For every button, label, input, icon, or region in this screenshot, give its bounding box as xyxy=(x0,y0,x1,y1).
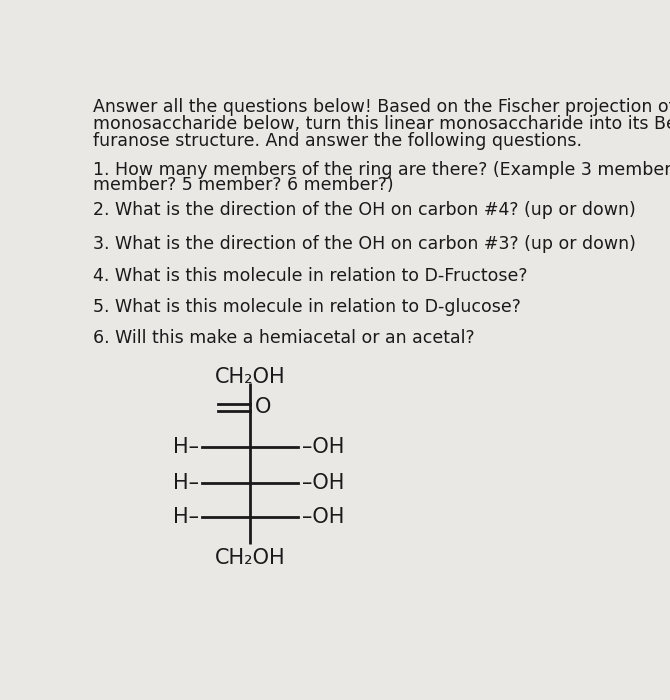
Text: O: O xyxy=(255,398,271,417)
Text: 3. What is the direction of the OH on carbon #3? (up or down): 3. What is the direction of the OH on ca… xyxy=(93,235,636,253)
Text: H–: H– xyxy=(174,507,199,526)
Text: furanose structure. And answer the following questions.: furanose structure. And answer the follo… xyxy=(93,132,582,150)
Text: 1. How many members of the ring are there? (Example 3 member? 4: 1. How many members of the ring are ther… xyxy=(93,161,670,179)
Text: Answer all the questions below! Based on the Fischer projection of the: Answer all the questions below! Based on… xyxy=(93,98,670,116)
Text: monosaccharide below, turn this linear monosaccharide into its Beta-: monosaccharide below, turn this linear m… xyxy=(93,115,670,133)
Text: CH₂OH: CH₂OH xyxy=(215,547,285,568)
Text: H–: H– xyxy=(174,438,199,457)
Text: –OH: –OH xyxy=(302,473,344,493)
Text: –OH: –OH xyxy=(302,438,344,457)
Text: member? 5 member? 6 member?): member? 5 member? 6 member?) xyxy=(93,176,394,195)
Text: –OH: –OH xyxy=(302,507,344,526)
Text: 4. What is this molecule in relation to D-Fructose?: 4. What is this molecule in relation to … xyxy=(93,267,527,286)
Text: 2. What is the direction of the OH on carbon #4? (up or down): 2. What is the direction of the OH on ca… xyxy=(93,201,636,219)
Text: CH₂OH: CH₂OH xyxy=(215,368,285,387)
Text: H–: H– xyxy=(174,473,199,493)
Text: 5. What is this molecule in relation to D-glucose?: 5. What is this molecule in relation to … xyxy=(93,298,521,316)
Text: 6. Will this make a hemiacetal or an acetal?: 6. Will this make a hemiacetal or an ace… xyxy=(93,329,474,347)
